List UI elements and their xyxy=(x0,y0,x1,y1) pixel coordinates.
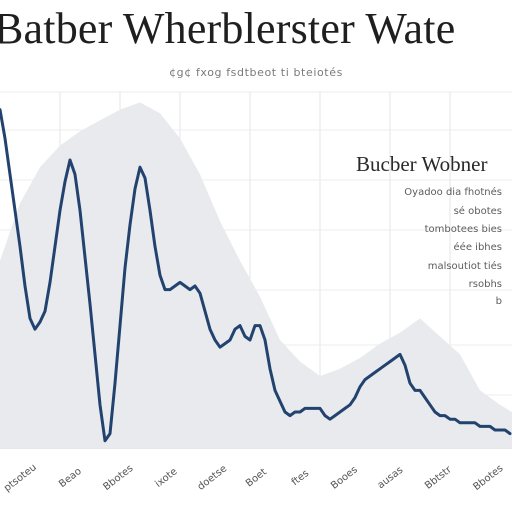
chart-title: Batber Wherblerster Wate xyxy=(0,4,456,53)
inset-line: b xyxy=(495,296,502,307)
x-tick-label: Bbtstr xyxy=(423,464,454,492)
x-tick-label: Bbotes xyxy=(471,463,505,493)
inset-line: rsobhs xyxy=(468,279,502,290)
x-tick-label: ftes xyxy=(290,468,311,488)
x-tick-label: Beao xyxy=(57,466,84,490)
chart-subtitle: ¢g¢ fxog fsdtbeot ti bteiotés xyxy=(169,66,343,79)
line-series xyxy=(0,108,512,443)
line-series-path xyxy=(0,108,512,443)
inset-line: malsoutiot tiés xyxy=(427,261,502,272)
inset-title: Bucber Wobner xyxy=(356,152,488,176)
x-tick-labels: ptsoteu Beao Bbotes ixote doetse Boet ftes Booe… xyxy=(2,462,505,494)
x-tick-label: Bbotes xyxy=(101,463,135,493)
inset-line: éée ibhes xyxy=(453,242,502,253)
x-tick-label: doetse xyxy=(196,463,229,493)
x-tick-label: Boet xyxy=(244,467,269,490)
area-series-fill xyxy=(0,102,512,449)
inset-line: tombotees bies xyxy=(424,224,502,235)
area-series xyxy=(0,102,512,449)
x-tick-label: ptsoteu xyxy=(2,462,39,494)
x-tick-label: ixote xyxy=(153,466,179,490)
inset-line: sé obotes xyxy=(453,206,502,217)
x-tick-label: Booes xyxy=(329,464,360,491)
x-tick-label: ausas xyxy=(376,465,406,492)
inset-line: Oyadoo dia fhotnés xyxy=(404,187,502,198)
